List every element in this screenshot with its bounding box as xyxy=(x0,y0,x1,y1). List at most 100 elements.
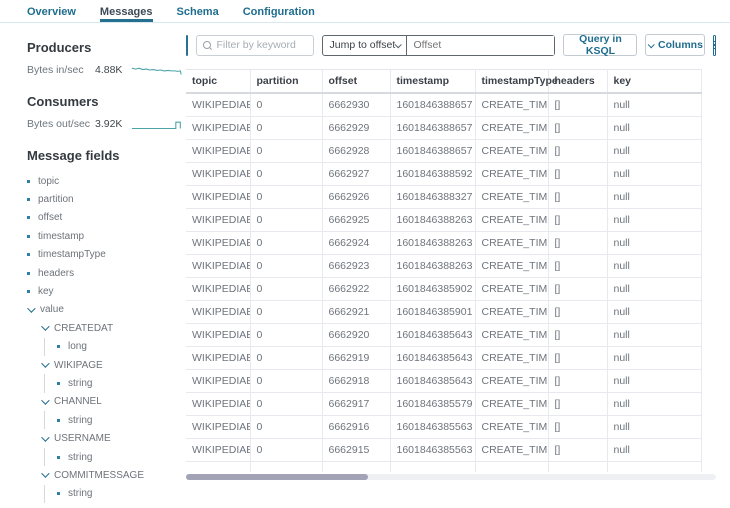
bytes-in-value: 4.88K xyxy=(95,64,123,76)
field-long[interactable]: long xyxy=(27,337,186,357)
field-commitmessage[interactable]: COMMITMESSAGE xyxy=(27,466,186,484)
table-row-partial xyxy=(186,461,702,472)
cell-timestamptype: CREATE_TIME xyxy=(475,208,549,232)
cell-timestamptype: CREATE_TIME xyxy=(475,300,549,324)
message-fields-tree: topic partition offset timestamp timestampTy… xyxy=(27,172,186,508)
table-row[interactable]: WIKIPEDIABOT066629301601846388657CREATE_… xyxy=(186,93,702,117)
field-timestamp[interactable]: timestamp xyxy=(27,227,186,245)
table-row[interactable]: WIKIPEDIABOT066629281601846388657CREATE_… xyxy=(186,139,702,163)
table-row[interactable]: WIKIPEDIABOT066629161601846385563CREATE_… xyxy=(186,415,702,439)
table-row[interactable]: WIKIPEDIABOT066629191601846385643CREATE_… xyxy=(186,346,702,370)
table-row[interactable]: WIKIPEDIABOT066629291601846388657CREATE_… xyxy=(186,116,702,140)
table-header-row: topic partition offset timestamp timestampTy… xyxy=(186,69,702,94)
cell-partition: 0 xyxy=(250,139,323,163)
field-partition[interactable]: partition xyxy=(27,190,186,208)
field-createdat[interactable]: CREATEDAT xyxy=(27,319,186,337)
columns-button[interactable]: Columns xyxy=(645,34,706,56)
table-row[interactable]: WIKIPEDIABOT066629181601846385643CREATE_… xyxy=(186,369,702,393)
field-label: string xyxy=(68,414,93,426)
toolbar: Jump to offset Query in KSQL Columns xyxy=(186,33,716,57)
cell-partition: 0 xyxy=(250,369,323,393)
field-bytechange[interactable]: BYTECHANGE xyxy=(27,503,186,508)
message-fields-title: Message fields xyxy=(27,148,120,163)
table-row[interactable]: WIKIPEDIABOT066629171601846385579CREATE_… xyxy=(186,392,702,416)
cell-key: null xyxy=(607,300,702,324)
field-string[interactable]: string xyxy=(27,447,186,467)
tab-messages[interactable]: Messages xyxy=(99,6,153,22)
cell-timestamptype: CREATE_TIME xyxy=(475,392,549,416)
table-row[interactable]: WIKIPEDIABOT066629261601846388327CREATE_… xyxy=(186,185,702,209)
jump-to-offset-select[interactable]: Jump to offset xyxy=(323,35,408,55)
play-button[interactable] xyxy=(187,36,188,55)
play-icon xyxy=(187,41,188,49)
cell-offset: 6662925 xyxy=(322,208,391,232)
cell-headers: [] xyxy=(548,277,608,301)
field-username[interactable]: USERNAME xyxy=(27,429,186,447)
list-view-icon xyxy=(714,40,716,50)
cell-partition: 0 xyxy=(250,392,323,416)
table-row[interactable]: WIKIPEDIABOT066629221601846385902CREATE_… xyxy=(186,277,702,301)
list-view-button[interactable] xyxy=(714,35,716,55)
field-key[interactable]: key xyxy=(27,282,186,300)
horizontal-scrollbar-track[interactable] xyxy=(186,474,716,480)
table-row[interactable]: WIKIPEDIABOT066629151601846385563CREATE_… xyxy=(186,438,702,462)
cell-topic: WIKIPEDIABOT xyxy=(186,323,251,347)
messages-table: topic partition offset timestamp timestampTy… xyxy=(186,69,702,472)
tab-overview[interactable]: Overview xyxy=(27,6,76,18)
chevron-down-icon xyxy=(41,359,50,368)
cell-timestamptype: CREATE_TIME xyxy=(475,415,549,439)
cell-headers: [] xyxy=(548,139,608,163)
table-row[interactable]: WIKIPEDIABOT066629201601846385643CREATE_… xyxy=(186,323,702,347)
cell-timestamptype: CREATE_TIME xyxy=(475,323,549,347)
tab-schema[interactable]: Schema xyxy=(176,6,219,18)
field-string[interactable]: string xyxy=(27,484,186,504)
table-row[interactable]: WIKIPEDIABOT066629211601846385901CREATE_… xyxy=(186,300,702,324)
field-wikipage[interactable]: WIKIPAGE xyxy=(27,356,186,374)
cell-headers: [] xyxy=(548,323,608,347)
bullet-icon xyxy=(57,345,60,349)
cell-topic: WIKIPEDIABOT xyxy=(186,277,251,301)
bullet-icon xyxy=(27,253,30,257)
cell-timestamptype: CREATE_TIME xyxy=(475,254,549,278)
field-channel[interactable]: CHANNEL xyxy=(27,393,186,411)
cell-offset: 6662918 xyxy=(322,369,391,393)
search-input[interactable] xyxy=(216,39,308,51)
field-value[interactable]: value xyxy=(27,301,186,319)
tab-configuration[interactable]: Configuration xyxy=(242,6,315,18)
field-string[interactable]: string xyxy=(27,374,186,394)
cell-offset: 6662916 xyxy=(322,415,391,439)
table-row[interactable]: WIKIPEDIABOT066629231601846388263CREATE_… xyxy=(186,254,702,278)
horizontal-scrollbar-thumb[interactable] xyxy=(186,474,368,480)
bullet-icon xyxy=(57,381,60,385)
cell-timestamp: 1601846388263 xyxy=(390,231,476,255)
table-row[interactable]: WIKIPEDIABOT066629251601846388263CREATE_… xyxy=(186,208,702,232)
offset-input[interactable] xyxy=(407,35,555,55)
field-timestamptype[interactable]: timestampType xyxy=(27,246,186,264)
field-headers[interactable]: headers xyxy=(27,264,186,282)
field-topic[interactable]: topic xyxy=(27,172,186,190)
bullet-icon xyxy=(27,198,30,202)
cell-headers: [] xyxy=(548,162,608,186)
field-string[interactable]: string xyxy=(27,411,186,430)
jump-select-value: Jump to offset xyxy=(329,39,396,51)
cell-topic: WIKIPEDIABOT xyxy=(186,300,251,324)
cell-partition: 0 xyxy=(250,346,323,370)
cell-key: null xyxy=(607,254,702,278)
cell-timestamptype: CREATE_TIME xyxy=(475,369,549,393)
cell-key: null xyxy=(607,231,702,255)
column-header-headers: headers xyxy=(548,69,608,94)
cell-partition: 0 xyxy=(250,162,323,186)
cell-headers: [] xyxy=(548,300,608,324)
cell-topic: WIKIPEDIABOT xyxy=(186,208,251,232)
cell-timestamptype: CREATE_TIME xyxy=(475,162,549,186)
query-in-ksql-button[interactable]: Query in KSQL xyxy=(563,33,638,57)
table-row[interactable]: WIKIPEDIABOT066629241601846388263CREATE_… xyxy=(186,231,702,255)
sidebar: Producers Bytes in/sec 4.88K Consumers B… xyxy=(0,23,186,508)
table-row[interactable]: WIKIPEDIABOT066629271601846388592CREATE_… xyxy=(186,162,702,186)
chevron-down-icon xyxy=(647,40,655,48)
cell-timestamptype: CREATE_TIME xyxy=(475,93,549,117)
cell-key: null xyxy=(607,208,702,232)
field-offset[interactable]: offset xyxy=(27,209,186,227)
cell-partition: 0 xyxy=(250,323,323,347)
cell-key: null xyxy=(607,139,702,163)
